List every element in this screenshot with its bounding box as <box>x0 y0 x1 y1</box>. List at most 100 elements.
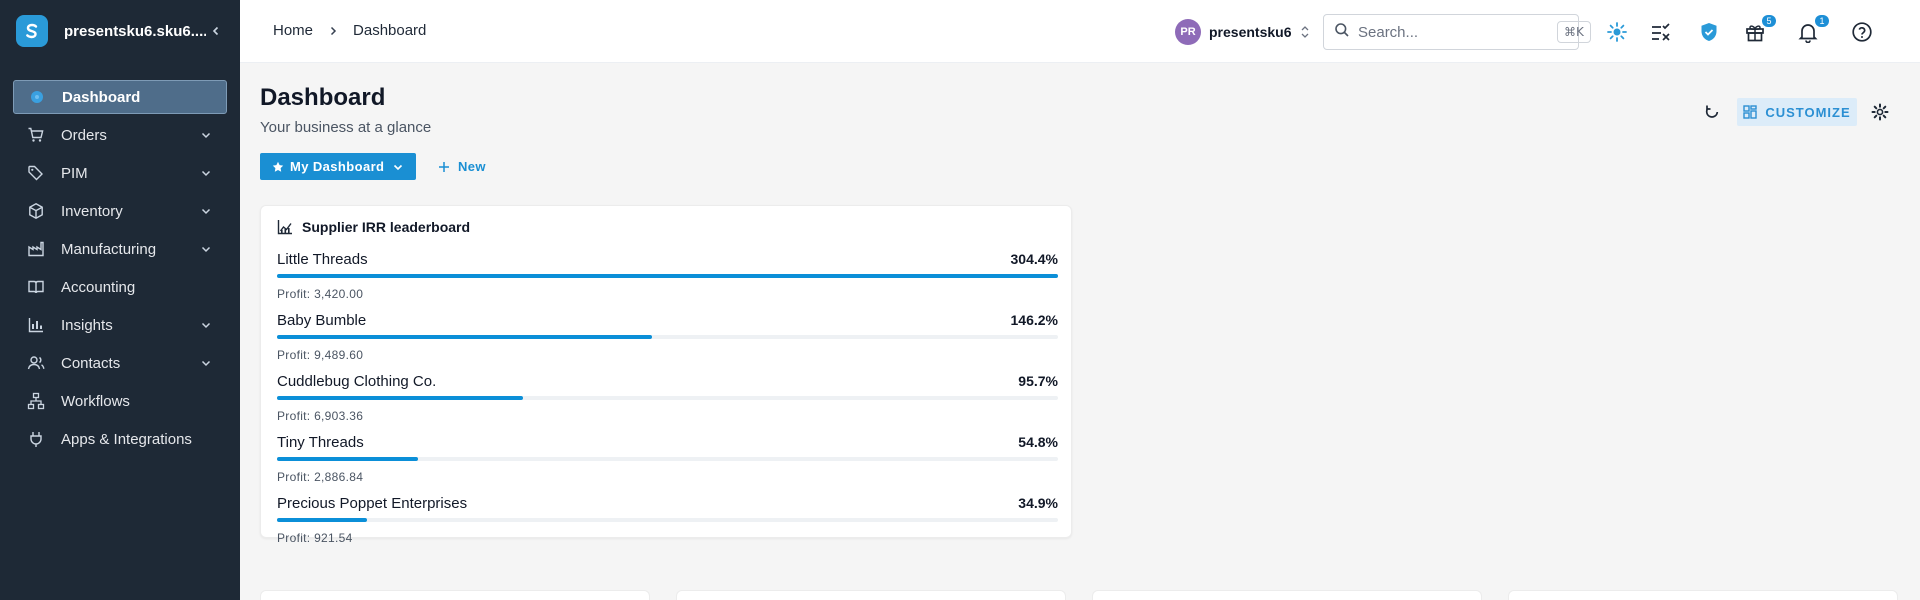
supplier-name: Precious Poppet Enterprises <box>277 495 468 512</box>
account-switcher[interactable]: PR presentsku6 <box>1175 19 1311 45</box>
avatar: PR <box>1175 19 1201 45</box>
sidebar-item-label: Inventory <box>61 202 123 220</box>
brand-header: presentsku6.sku6.... <box>0 0 240 62</box>
irr-bar-fill <box>277 457 418 461</box>
leaderboard-row[interactable]: Tiny Threads 54.8% Profit: 2,886.84 <box>277 434 1058 495</box>
gift-count-badge: 5 <box>1762 15 1776 27</box>
sidebar-item-label: PIM <box>61 164 88 182</box>
sidebar-item-accounting[interactable]: Accounting <box>13 270 227 304</box>
irr-value: 146.2% <box>1010 312 1058 328</box>
help-icon[interactable] <box>1849 19 1875 45</box>
search-input[interactable] <box>1358 23 1557 41</box>
dashboard-selector-button[interactable]: My Dashboard <box>260 153 417 180</box>
irr-bar-track <box>277 335 1058 339</box>
sidebar-item-label: Contacts <box>61 354 121 372</box>
sidebar-item-pim[interactable]: PIM <box>13 156 227 190</box>
tasks-icon[interactable] <box>1648 19 1674 45</box>
new-button-label: New <box>458 159 486 174</box>
tag-icon <box>27 164 45 182</box>
sidebar-item-contacts[interactable]: Contacts <box>13 346 227 380</box>
new-dashboard-button[interactable]: New <box>430 153 494 180</box>
sidebar-item-label: Manufacturing <box>61 240 157 258</box>
customize-label: CUSTOMIZE <box>1765 104 1851 120</box>
dashboard-selector-label: My Dashboard <box>290 159 385 174</box>
customize-button[interactable]: CUSTOMIZE <box>1737 98 1857 126</box>
sidebar-item-label: Insights <box>61 316 113 334</box>
irr-bar-track <box>277 518 1058 522</box>
chevron-down-icon <box>199 166 213 180</box>
supplier-name: Tiny Threads <box>277 434 364 451</box>
refresh-icon[interactable] <box>1702 102 1722 122</box>
factory-icon <box>27 240 45 258</box>
profit-label: Profit: 6,903.36 <box>277 409 364 423</box>
leaderboard-row[interactable]: Little Threads 304.4% Profit: 3,420.00 <box>277 251 1058 312</box>
contacts-icon <box>27 354 45 372</box>
chevron-down-icon <box>392 161 404 173</box>
sidebar: presentsku6.sku6.... Dashboard Orders PI… <box>0 0 240 600</box>
page-subtitle: Your business at a glance <box>260 119 432 136</box>
sidebar-item-label: Orders <box>61 126 107 144</box>
sidebar-item-label: Apps & Integrations <box>61 430 192 448</box>
book-icon <box>27 278 45 296</box>
supplier-irr-leaderboard-card: Supplier IRR leaderboard Little Threads 3… <box>260 205 1072 545</box>
irr-bar-track <box>277 396 1058 400</box>
profit-label: Profit: 921.54 <box>277 531 353 545</box>
chevron-down-icon <box>199 204 213 218</box>
irr-bar-fill <box>277 335 652 339</box>
sidebar-item-label: Workflows <box>61 392 130 410</box>
breadcrumb: Home Dashboard <box>273 22 426 39</box>
workflow-icon <box>27 392 45 410</box>
sidebar-item-dashboard[interactable]: Dashboard <box>13 80 227 114</box>
irr-bar-fill <box>277 396 523 400</box>
top-bar: Home Dashboard PR presentsku6 ⌘K 5 1 <box>240 0 1920 63</box>
leaderboard-row[interactable]: Precious Poppet Enterprises 34.9% Profit:… <box>277 495 1058 556</box>
gift-icon[interactable]: 5 <box>1742 15 1776 45</box>
ai-sparkle-icon[interactable] <box>1604 19 1630 45</box>
card-title: Supplier IRR leaderboard <box>302 219 471 235</box>
sidebar-item-label: Dashboard <box>62 88 141 106</box>
chevron-right-icon <box>327 25 339 37</box>
profit-label: Profit: 3,420.00 <box>277 287 364 301</box>
breadcrumb-current: Dashboard <box>353 22 427 39</box>
dashboard-widget-card <box>1092 590 1482 600</box>
bell-icon[interactable]: 1 <box>1795 15 1829 45</box>
gear-icon[interactable] <box>1870 102 1890 122</box>
sidebar-item-orders[interactable]: Orders <box>13 118 227 152</box>
breadcrumb-home[interactable]: Home <box>273 22 314 39</box>
collapse-sidebar-icon[interactable] <box>206 21 226 41</box>
irr-bar-fill <box>277 274 1058 278</box>
card-header: Supplier IRR leaderboard <box>277 219 470 235</box>
shield-icon[interactable] <box>1696 19 1722 45</box>
trend-chart-icon <box>277 219 293 235</box>
irr-bar-fill <box>277 518 367 522</box>
search-icon <box>1334 22 1350 43</box>
chevron-down-icon <box>199 242 213 256</box>
search-shortcut: ⌘K <box>1557 21 1591 43</box>
cart-icon <box>27 126 45 144</box>
star-icon <box>272 161 284 173</box>
sidebar-item-insights[interactable]: Insights <box>13 308 227 342</box>
chevron-down-icon <box>199 356 213 370</box>
irr-value: 304.4% <box>1010 251 1058 267</box>
chevron-down-icon <box>199 318 213 332</box>
profit-label: Profit: 2,886.84 <box>277 470 364 484</box>
dashboard-widget-card <box>676 590 1066 600</box>
sidebar-item-workflows[interactable]: Workflows <box>13 384 227 418</box>
account-name[interactable]: presentsku6.sku6.... <box>64 22 206 40</box>
sidebar-item-manufacturing[interactable]: Manufacturing <box>13 232 227 266</box>
search-box[interactable]: ⌘K <box>1323 14 1591 50</box>
supplier-name: Cuddlebug Clothing Co. <box>277 373 437 390</box>
sidebar-item-inventory[interactable]: Inventory <box>13 194 227 228</box>
plus-icon <box>438 161 450 173</box>
notification-count-badge: 1 <box>1815 15 1829 27</box>
irr-value: 54.8% <box>1018 434 1058 450</box>
app-logo-icon[interactable] <box>16 15 48 47</box>
sidebar-item-label: Accounting <box>61 278 136 296</box>
leaderboard-row[interactable]: Baby Bumble 146.2% Profit: 9,489.60 <box>277 312 1058 373</box>
bar-chart-icon <box>27 316 45 334</box>
dashboard-widget-card <box>260 590 650 600</box>
profit-label: Profit: 9,489.60 <box>277 348 364 362</box>
layout-icon <box>1743 105 1758 119</box>
sidebar-item-apps-integrations[interactable]: Apps & Integrations <box>13 422 227 456</box>
leaderboard-row[interactable]: Cuddlebug Clothing Co. 95.7% Profit: 6,90… <box>277 373 1058 434</box>
